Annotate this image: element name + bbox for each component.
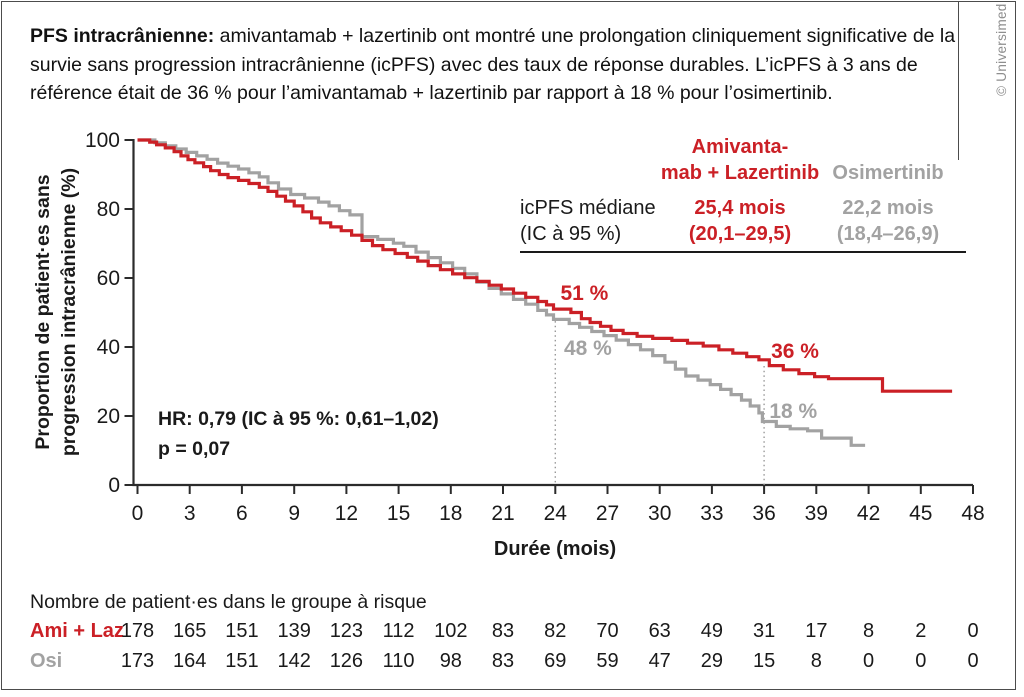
risk-table-value: 0 — [967, 620, 979, 642]
svg-text:48: 48 — [961, 502, 984, 525]
median-table-amilaz-value: 25,4 mois — [694, 197, 786, 219]
risk-table-value: 178 — [120, 620, 155, 642]
risk-table-value: 31 — [753, 620, 776, 642]
risk-table-value: 63 — [648, 620, 671, 642]
risk-table-value: 59 — [596, 650, 619, 672]
risk-table-value: 29 — [700, 650, 724, 672]
svg-text:12: 12 — [335, 502, 358, 525]
median-table-amilaz-header2: mab + Lazertinib — [660, 162, 820, 184]
risk-table-value: 70 — [596, 620, 619, 642]
risk-table-value: 69 — [544, 650, 567, 672]
svg-text:0: 0 — [132, 502, 144, 525]
x-axis-label: Durée (mois) — [493, 538, 617, 560]
chart-title-text: amivantamab + lazertinib ont montré une … — [30, 25, 956, 104]
svg-text:42: 42 — [857, 502, 880, 525]
svg-text:30: 30 — [648, 502, 671, 525]
risk-row-label-amilaz: Ami + Laz — [30, 620, 124, 642]
curve-annotation: 48 % — [563, 336, 612, 360]
svg-text:20: 20 — [97, 405, 120, 428]
chart-title: PFS intracrânienne: amivantamab + lazert… — [30, 22, 980, 108]
svg-text:24: 24 — [544, 502, 568, 525]
svg-text:45: 45 — [909, 502, 932, 525]
svg-text:33: 33 — [700, 502, 723, 525]
svg-text:18: 18 — [439, 502, 462, 525]
svg-text:6: 6 — [236, 502, 248, 525]
risk-table-value: 139 — [277, 620, 311, 642]
median-table-osi-ci: (18,4–26,9) — [836, 223, 940, 245]
outer-border — [1, 1, 1016, 690]
median-table-amilaz-header: Amivanta- — [691, 136, 789, 158]
risk-table-value: 165 — [173, 620, 207, 642]
median-table-row-label-ci: (IC à 95 %) — [520, 223, 622, 245]
risk-table-value: 49 — [700, 620, 724, 642]
hazard-ratio-note: HR: 0,79 (IC à 95 %: 0,61–1,02) p = 0,07 — [158, 408, 439, 460]
risk-table-value: 151 — [225, 650, 259, 672]
risk-table-value: 2 — [915, 620, 927, 642]
risk-table-value: 83 — [491, 620, 515, 642]
risk-table-value: 8 — [863, 620, 875, 642]
risk-table-value: 164 — [173, 650, 207, 672]
credit-separator-line — [958, 2, 959, 160]
svg-text:40: 40 — [97, 336, 120, 359]
median-table-osi-header: Osimertinib — [832, 162, 944, 184]
risk-table-value: 151 — [225, 620, 259, 642]
risk-row-label-osi: Osi — [30, 650, 63, 672]
svg-text:15: 15 — [387, 502, 410, 525]
risk-table-value: 82 — [544, 620, 567, 642]
median-table-underline — [520, 251, 966, 253]
median-table-osi-value: 22,2 mois — [842, 197, 934, 219]
median-table-row-label: icPFS médiane — [520, 197, 656, 219]
risk-table-value: 98 — [439, 650, 462, 672]
svg-text:100: 100 — [85, 129, 120, 152]
risk-table-value: 110 — [382, 650, 415, 672]
median-table-amilaz-ci: (20,1–29,5) — [688, 223, 792, 245]
svg-text:9: 9 — [288, 502, 300, 525]
curve-annotation: 36 % — [771, 340, 819, 364]
svg-text:27: 27 — [596, 502, 619, 525]
curve-annotation: 18 % — [769, 399, 818, 423]
risk-table-value: 173 — [120, 650, 155, 672]
risk-table-value: 0 — [967, 650, 979, 672]
risk-table-value: 83 — [491, 650, 515, 672]
risk-table-value: 8 — [810, 650, 822, 672]
svg-text:21: 21 — [491, 502, 514, 525]
risk-table-value: 142 — [277, 650, 311, 672]
risk-table-value: 15 — [753, 650, 776, 672]
risk-table-value: 0 — [863, 650, 875, 672]
risk-table-value: 47 — [648, 650, 671, 672]
risk-table-value: 0 — [915, 650, 927, 672]
svg-text:39: 39 — [805, 502, 828, 525]
risk-table-title: Nombre de patient·es dans le groupe à ri… — [30, 591, 427, 613]
chart-title-lead: PFS intracrânienne: — [30, 25, 215, 47]
svg-text:80: 80 — [97, 198, 120, 221]
risk-table-value: 17 — [805, 620, 828, 642]
svg-text:0: 0 — [108, 474, 120, 497]
risk-table-value: 126 — [329, 650, 364, 672]
curve-annotation: 51 % — [560, 281, 609, 305]
svg-text:3: 3 — [184, 502, 196, 525]
risk-table-value: 112 — [382, 620, 415, 642]
svg-text:36: 36 — [752, 502, 775, 525]
risk-table-value: 102 — [434, 620, 468, 642]
svg-text:60: 60 — [97, 267, 120, 290]
risk-table-value: 123 — [329, 620, 364, 642]
